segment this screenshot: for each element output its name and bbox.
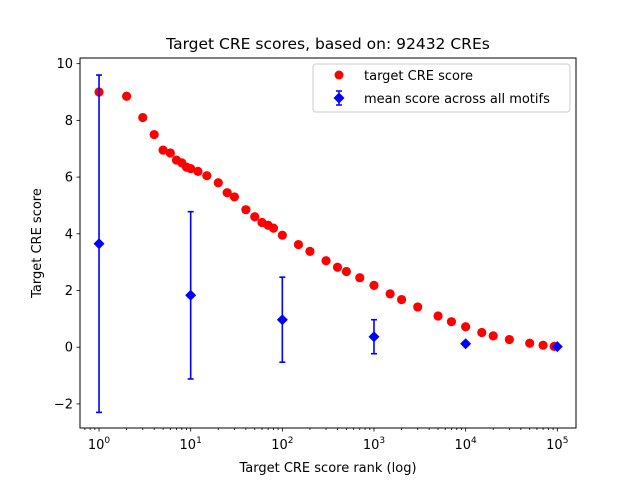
data-point-target-cre-score: [433, 311, 443, 321]
data-point-target-cre-score: [355, 273, 365, 283]
data-point-target-cre-score: [250, 212, 260, 222]
plot-marks: [93, 74, 563, 414]
data-point-target-cre-score: [193, 166, 203, 177]
data-point-target-cre-score: [413, 302, 423, 312]
legend-marker-mean-score: [333, 90, 345, 106]
data-point-target-cre-score: [385, 289, 395, 299]
data-point-mean-score: [185, 289, 197, 301]
data-point-target-cre-score: [341, 266, 351, 277]
x-axis-label: Target CRE score rank (log): [238, 461, 416, 476]
y-tick-label: 4: [65, 227, 73, 242]
data-point-target-cre-score: [488, 331, 498, 341]
data-point-target-cre-score: [538, 340, 548, 350]
data-point-target-cre-score: [477, 327, 487, 338]
data-point-target-cre-score: [241, 205, 251, 215]
data-point-target-cre-score: [525, 338, 535, 348]
data-point-target-cre-score: [305, 246, 315, 256]
data-point-target-cre-score: [461, 322, 471, 332]
y-tick-label: 10: [56, 57, 73, 72]
chart-title: Target CRE scores, based on: 92432 CREs: [165, 35, 490, 53]
data-point-mean-score: [276, 314, 288, 326]
legend-label-target-cre-score: target CRE score: [364, 69, 473, 84]
plot-frame: [79, 57, 577, 429]
x-tick-label: 104: [454, 436, 477, 453]
y-tick-label: 2: [65, 284, 73, 299]
y-axis-ticks: −2 0 2 4 6 8 10: [54, 57, 80, 412]
data-point-target-cre-score: [222, 188, 232, 198]
x-tick-label: 100: [88, 436, 111, 453]
y-tick-label: 0: [65, 341, 73, 356]
x-tick-label: 103: [363, 436, 385, 453]
data-point-target-cre-score: [229, 192, 240, 202]
y-axis-label: Target CRE score: [30, 188, 45, 299]
data-point-target-cre-score: [213, 178, 223, 188]
data-point-target-cre-score: [158, 145, 168, 155]
data-point-mean-score: [460, 338, 472, 350]
data-point-target-cre-score: [277, 230, 287, 240]
x-tick-label: 101: [180, 436, 202, 453]
y-tick-label: 8: [65, 114, 73, 129]
data-point-target-cre-score: [332, 262, 343, 272]
x-tick-label: 102: [271, 436, 293, 453]
data-point-target-cre-score: [268, 223, 279, 233]
data-point-target-cre-score: [446, 317, 457, 327]
y-tick-label: 6: [65, 171, 73, 186]
legend-box: [312, 63, 571, 113]
legend-label-mean-score: mean score across all motifs: [364, 92, 550, 107]
data-point-target-cre-score: [504, 334, 514, 345]
data-point-target-cre-score: [138, 112, 148, 123]
x-tick-label: 105: [546, 436, 568, 453]
data-point-mean-score: [93, 238, 105, 250]
data-point-target-cre-score: [369, 280, 379, 290]
data-point-target-cre-score: [122, 91, 132, 101]
data-point-target-cre-score: [186, 163, 196, 174]
data-point-target-cre-score: [293, 239, 304, 250]
data-point-target-cre-score: [202, 171, 212, 181]
data-point-target-cre-score: [165, 148, 175, 158]
y-tick-label: −2: [54, 397, 73, 412]
data-point-target-cre-score: [321, 256, 331, 266]
data-point-mean-score: [368, 331, 380, 343]
data-point-mean-score: [551, 341, 563, 353]
legend-marker-target-cre-score: [334, 70, 344, 80]
legend: target CRE score mean score across all m…: [312, 63, 571, 113]
x-axis-ticks: 100 101 102 103 104 105: [84, 428, 568, 453]
data-point-target-cre-score: [149, 129, 159, 140]
data-point-target-cre-score: [396, 294, 407, 305]
